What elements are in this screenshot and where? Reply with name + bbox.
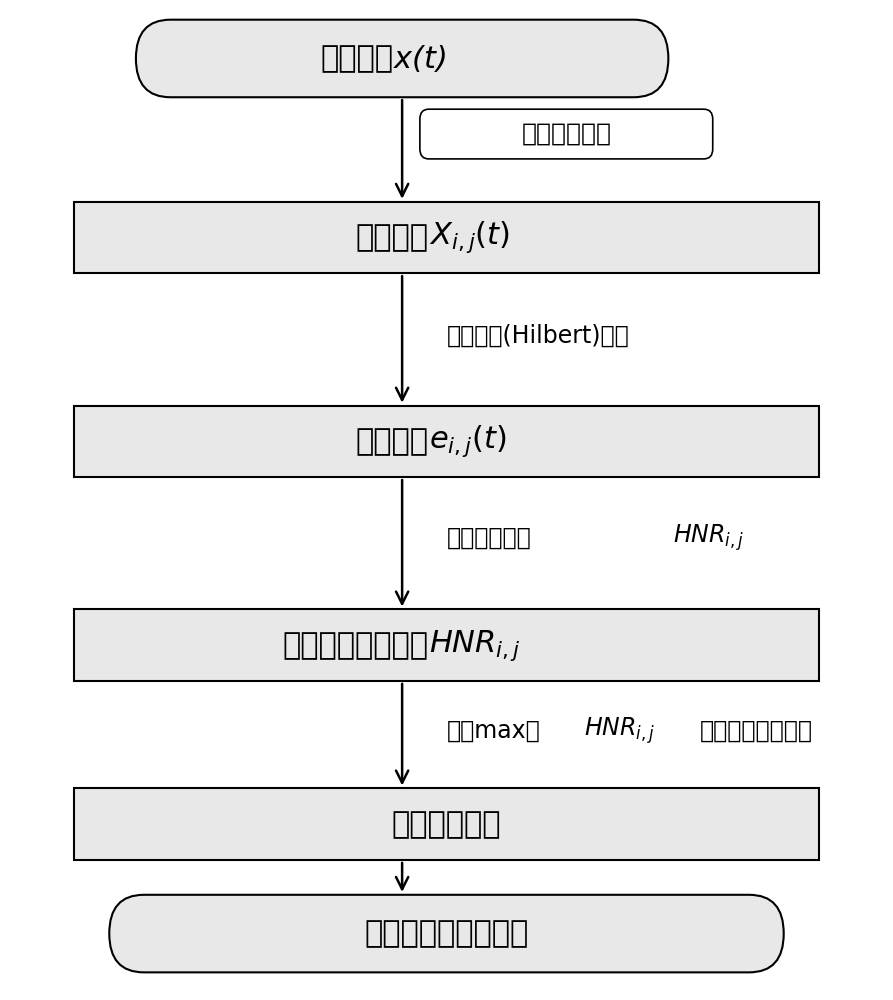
Text: $e_{i,j}(t)$: $e_{i,j}(t)$ xyxy=(429,423,506,459)
Text: $x$($t$): $x$($t$) xyxy=(393,43,446,74)
Bar xyxy=(74,202,819,273)
FancyBboxPatch shape xyxy=(136,20,668,97)
Text: 滤波信号: 滤波信号 xyxy=(355,223,429,252)
Text: 找到max（: 找到max（ xyxy=(446,719,540,743)
Text: 包络信号: 包络信号 xyxy=(355,427,429,456)
Bar xyxy=(74,406,819,477)
Text: ）对应的滤波频带: ）对应的滤波频带 xyxy=(699,719,813,743)
FancyBboxPatch shape xyxy=(420,109,713,159)
Text: 包络信号的谐噪比: 包络信号的谐噪比 xyxy=(283,631,429,660)
FancyBboxPatch shape xyxy=(109,895,784,972)
Text: 希尔伯特(Hilbert)变换: 希尔伯特(Hilbert)变换 xyxy=(446,324,630,348)
Bar xyxy=(74,788,819,860)
Text: 包络分析和故障确定: 包络分析和故障确定 xyxy=(364,919,529,948)
Text: 最优滤波频带: 最优滤波频带 xyxy=(392,810,501,839)
Text: 信号采集: 信号采集 xyxy=(321,44,393,73)
Text: 对数频谱计算: 对数频谱计算 xyxy=(446,526,531,550)
Text: $HNR_{i,j}$: $HNR_{i,j}$ xyxy=(584,715,655,746)
Text: $HNR_{i,j}$: $HNR_{i,j}$ xyxy=(429,628,521,663)
Text: $HNR_{i,j}$: $HNR_{i,j}$ xyxy=(672,522,744,553)
Text: 树状滤波器组: 树状滤波器组 xyxy=(522,122,612,146)
Bar xyxy=(74,609,819,681)
Text: $X_{i,j}(t)$: $X_{i,j}(t)$ xyxy=(429,220,510,255)
